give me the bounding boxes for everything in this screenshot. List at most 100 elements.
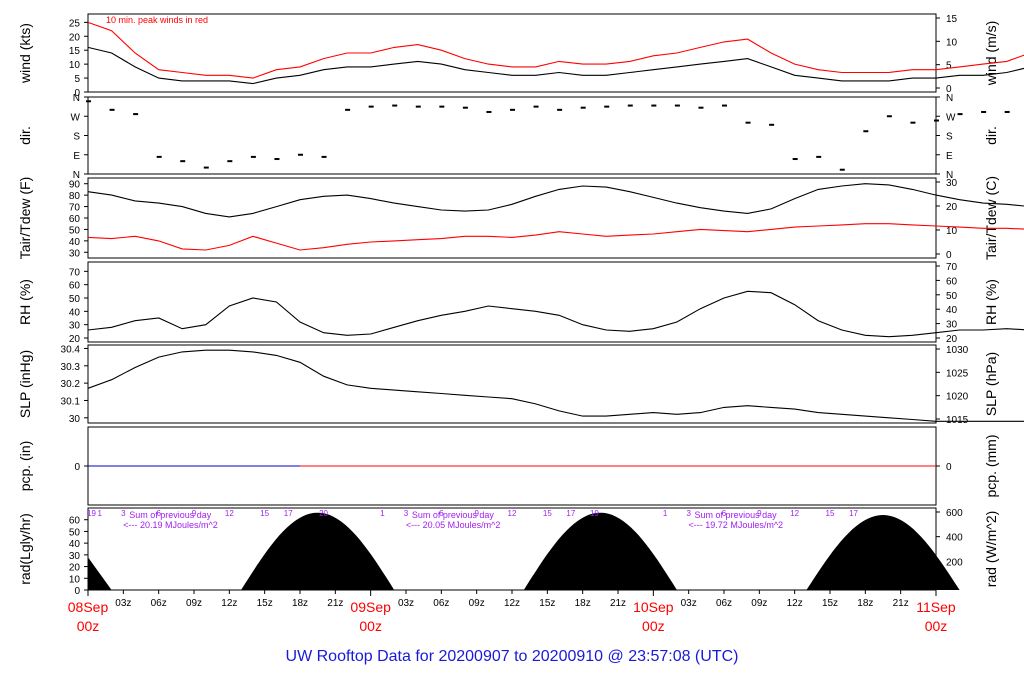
rad-hour-marker: 12 (225, 509, 234, 518)
rh-right-tick-label: 70 (946, 262, 958, 273)
dir-point (533, 105, 539, 108)
time-tick-label: 09z (469, 598, 485, 609)
rad-hour-marker: 3 (686, 509, 691, 518)
rad-hour-marker: 3 (404, 509, 409, 518)
wind-ylabel-left: wind (kts) (17, 23, 33, 84)
rad-hour-marker: 19 (590, 509, 599, 518)
dir-point (651, 104, 657, 107)
rh-right-tick-label: 60 (946, 276, 958, 287)
dir-point (957, 113, 963, 116)
dir-point (769, 123, 775, 126)
time-tick-label: 09z (751, 598, 767, 609)
rad-ylabel-right: rad (W/m^2) (983, 511, 999, 588)
dir-ylabel-right: dir. (983, 126, 999, 145)
wind-right-tick-label: 0 (946, 84, 952, 95)
rad-hour-marker: 6 (156, 509, 161, 518)
temp-left-tick-label: 50 (69, 225, 81, 236)
time-tick-label: 18z (575, 598, 591, 609)
wind-left-tick-label: 5 (74, 74, 80, 85)
rad-left-tick-label: 40 (69, 539, 81, 550)
rh-right-tick-label: 50 (946, 291, 958, 302)
day-label-hour: 00z (642, 618, 665, 634)
slp-frame (87, 344, 937, 424)
dir-point (227, 160, 233, 163)
time-tick-label: 15z (822, 598, 838, 609)
rad-note-line2: <--- 19.72 MJoules/m^2 (689, 520, 784, 530)
rad-hour-marker: 15 (826, 509, 835, 518)
dir-point (792, 158, 798, 161)
time-tick-label: 06z (716, 598, 732, 609)
temp-right-tick-label: 20 (946, 202, 958, 213)
slp-left-tick-label: 30.4 (61, 344, 81, 355)
rh-left-tick-label: 30 (69, 321, 81, 332)
dir-frame (87, 96, 937, 175)
dir-point (298, 153, 303, 156)
panel-wind: 0 5 10 15 20 25 0 5 10 15 wind (kts) wind (m/s) 10 m… (17, 13, 1024, 99)
temp-series-0 (87, 183, 1024, 218)
dir-point (863, 130, 869, 133)
wind-ylabel-right: wind (m/s) (983, 21, 999, 87)
rad-hour-marker: 9 (757, 509, 762, 518)
dir-left-tick-label: S (73, 132, 80, 143)
day-label-hour: 00z (359, 618, 382, 634)
rad-hour-marker: 17 (566, 509, 575, 518)
day-label-date: 08Sep (68, 599, 109, 615)
rad-hour-marker: 17 (284, 509, 293, 518)
rad-hour-marker: 20 (319, 509, 328, 518)
wind-right-tick-label: 15 (946, 14, 958, 25)
dir-point (886, 115, 892, 118)
time-tick-label: 03z (398, 598, 414, 609)
dir-point (462, 106, 468, 109)
dir-left-tick-label: N (73, 170, 80, 181)
pcp-ylabel-left: pcp. (in) (17, 441, 33, 492)
rh-ylabel-right: RH (%) (983, 279, 999, 325)
rh-left-tick-label: 20 (69, 334, 81, 345)
dir-point (109, 108, 115, 111)
slp-right-tick-label: 1020 (946, 392, 969, 403)
wind-series-1 (87, 21, 1024, 79)
slp-ylabel-right: SLP (hPa) (983, 352, 999, 416)
rad-note-line1: Sum of previous day (695, 510, 778, 520)
rad-hour-marker: 1 (98, 509, 103, 518)
rad-hour-marker: 15 (543, 509, 552, 518)
rad-hour-marker: 17 (849, 509, 858, 518)
dir-point (816, 155, 822, 158)
dir-point (698, 106, 704, 109)
dir-point (392, 104, 398, 107)
time-tick-label: 03z (681, 598, 697, 609)
day-label-date: 09Sep (350, 599, 391, 615)
dir-ylabel-left: dir. (17, 126, 33, 145)
temp-right-tick-label: 0 (946, 250, 952, 261)
panel-slp: 30 30.1 30.2 30.3 30.4 1015 1020 1025 1030 SLP (i… (17, 344, 1024, 426)
slp-right-tick-label: 1025 (946, 368, 969, 379)
rad-left-tick-label: 10 (69, 574, 81, 585)
temp-left-tick-label: 30 (69, 248, 81, 259)
dir-left-tick-label: E (73, 151, 80, 162)
wind-annotation: 10 min. peak winds in red (106, 15, 208, 25)
wind-left-tick-label: 20 (69, 32, 81, 43)
time-tick-label: 18z (857, 598, 873, 609)
temp-left-tick-label: 60 (69, 214, 81, 225)
temp-left-tick-label: 40 (69, 237, 81, 248)
rad-area-initial (88, 557, 112, 590)
rad-hour-marker: 9 (474, 509, 479, 518)
wind-frame (87, 13, 937, 93)
dir-point (321, 155, 327, 158)
dir-point (250, 155, 256, 158)
chart-footer-title: UW Rooftop Data for 20200907 to 20200910… (285, 648, 739, 665)
rad-hour-marker: 1 (380, 509, 385, 518)
temp-right-tick-label: 10 (946, 226, 958, 237)
rad-right-tick-label: 400 (946, 533, 963, 544)
rad-note-line1: Sum of previous day (412, 510, 495, 520)
panel-rad: 01020304050600200400600rad(Lgly/hr)rad (… (17, 507, 999, 597)
dir-point (180, 160, 186, 163)
dir-point (674, 104, 680, 107)
rad-area-day-1 (523, 512, 677, 590)
rad-hour-marker: 19 (87, 509, 96, 518)
time-tick-label: 06z (151, 598, 167, 609)
rad-area-day-2 (806, 515, 960, 590)
rad-right-tick-label: 200 (946, 557, 963, 568)
rad-note-line2: <--- 20.19 MJoules/m^2 (123, 520, 218, 530)
dir-point (415, 105, 421, 108)
dir-point (156, 155, 162, 158)
